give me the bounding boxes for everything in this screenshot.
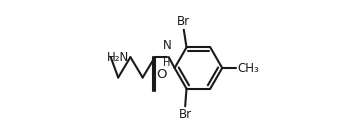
Text: O: O [156, 68, 167, 81]
Text: H: H [163, 58, 171, 68]
Text: Br: Br [177, 15, 190, 28]
Text: CH₃: CH₃ [237, 61, 259, 75]
Text: N: N [163, 39, 172, 52]
Text: Br: Br [179, 108, 192, 121]
Text: H₂N: H₂N [107, 51, 129, 64]
